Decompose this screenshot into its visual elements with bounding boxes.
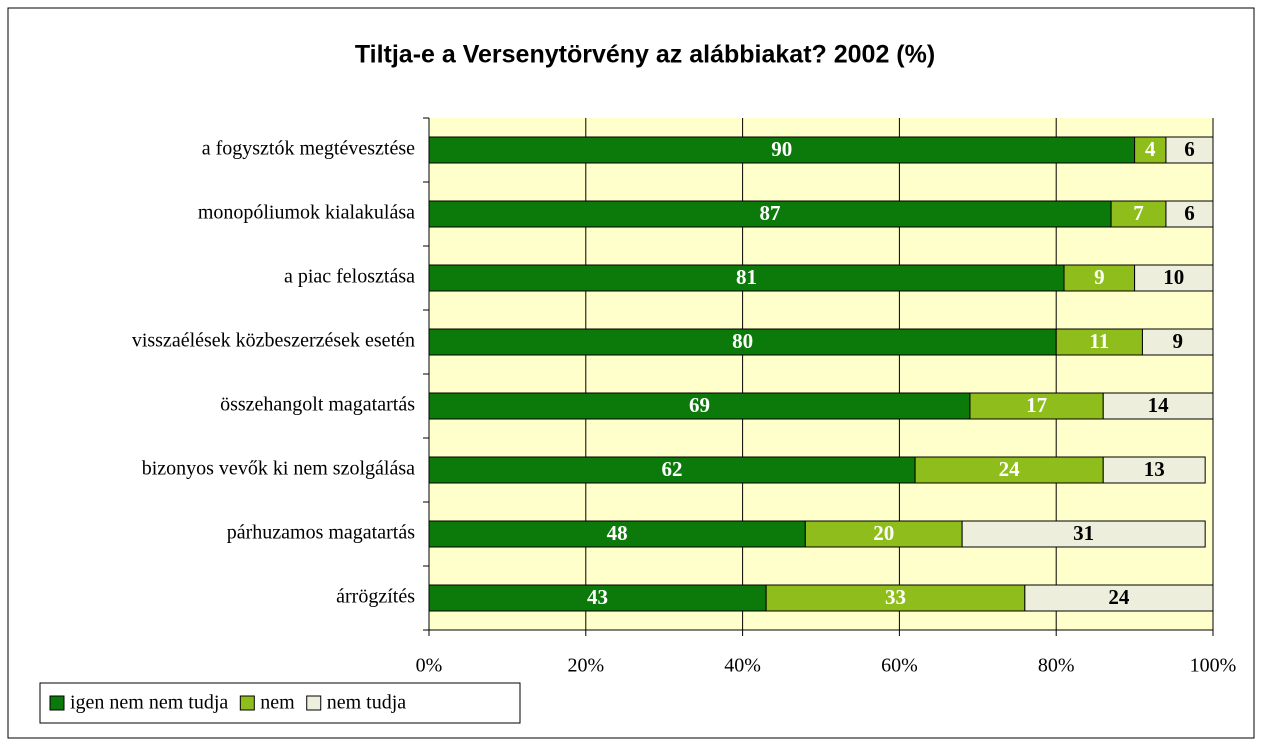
y-tick-label: összehangolt magatartás [220,394,415,416]
legend-swatch [49,695,65,711]
data-label: 7 [1133,201,1144,225]
legend-box [39,682,521,724]
chart-title: Tiltja-e a Versenytörvény az alábbiakat?… [355,41,935,69]
legend-swatch [239,695,255,711]
bar-segment [428,264,1065,292]
bar-segment [1165,200,1214,228]
bar-segment [1165,136,1214,164]
bar-segment [428,456,916,484]
legend-swatch [306,695,322,711]
bar-segment [428,200,1112,228]
y-tick-label: a fogysztók megtévesztése [202,138,415,160]
data-label: 9 [1094,265,1105,289]
x-tick-label: 0% [416,655,443,677]
data-label: 10 [1163,265,1184,289]
plot-background [429,118,1213,630]
bar-segment [914,456,1104,484]
bar-segment [961,520,1206,548]
x-tick-label: 80% [1038,655,1075,677]
y-tick-label: párhuzamos magatartás [227,522,415,544]
data-label: 11 [1089,329,1109,353]
bar-segment [1102,392,1214,420]
x-tick-label: 40% [724,655,761,677]
bar-segment [1134,136,1167,164]
data-label: 43 [587,585,608,609]
bar-segment [1141,328,1214,356]
bar-segment [428,584,767,612]
data-label: 80 [732,329,753,353]
data-label: 62 [662,457,683,481]
data-label: 33 [885,585,906,609]
bar-segment [1055,328,1143,356]
bar-segment [1134,264,1214,292]
data-label: 48 [607,521,628,545]
data-label: 24 [999,457,1021,481]
legend-label: nem [260,692,295,714]
data-label: 4 [1145,137,1156,161]
data-label: 20 [873,521,894,545]
data-label: 87 [760,201,781,225]
y-tick-label: árrögzítés [336,586,415,608]
data-label: 14 [1148,393,1170,417]
y-tick-label: bizonyos vevők ki nem szolgálása [142,458,415,480]
data-label: 9 [1172,329,1183,353]
x-tick-label: 100% [1190,655,1237,677]
data-label: 90 [771,137,792,161]
data-label: 6 [1184,137,1195,161]
data-label: 31 [1073,521,1094,545]
bar-segment [428,392,971,420]
bar-segment [1024,584,1214,612]
legend-label: igen nem nem tudja [70,692,228,714]
bar-segment [765,584,1026,612]
y-tick-label: visszaélések közbeszerzések esetén [132,330,415,352]
data-label: 69 [689,393,710,417]
bar-segment [428,328,1057,356]
bar-segment [1110,200,1167,228]
bar-segment [428,136,1136,164]
data-label: 17 [1026,393,1047,417]
bar-segment [969,392,1104,420]
legend-label: nem tudja [327,692,407,714]
data-label: 6 [1184,201,1195,225]
y-tick-label: a piac felosztása [284,266,415,288]
data-label: 24 [1108,585,1130,609]
data-label: 13 [1144,457,1165,481]
bar-segment [1102,456,1206,484]
bar-segment [804,520,963,548]
y-tick-label: monopóliumok kialakulása [198,202,415,224]
data-label: 81 [736,265,757,289]
x-tick-label: 60% [881,655,918,677]
x-tick-label: 20% [567,655,604,677]
